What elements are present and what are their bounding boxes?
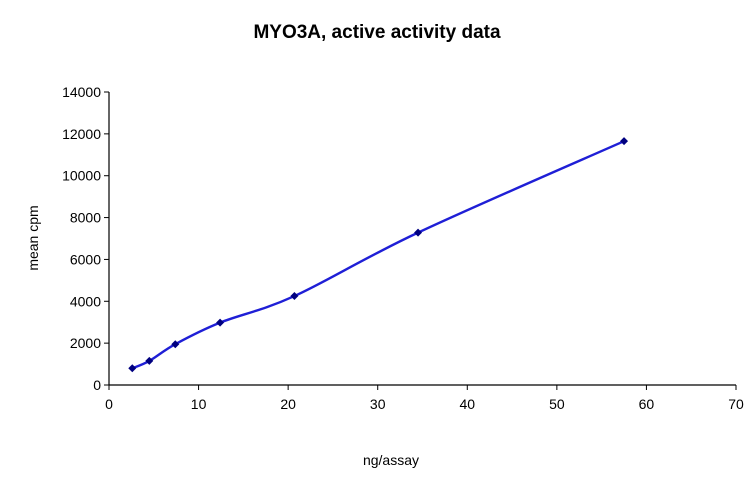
plot-area (128, 137, 629, 373)
y-tick-label: 0 (93, 377, 101, 393)
x-tick-label: 60 (639, 396, 655, 412)
y-tick-label: 14000 (62, 84, 101, 100)
x-tick-label: 20 (280, 396, 296, 412)
x-tick-label: 10 (191, 396, 207, 412)
x-tick-label: 30 (370, 396, 386, 412)
x-axis-label: ng/assay (363, 452, 419, 468)
data-point (128, 364, 137, 373)
x-axis: 0 10 20 30 40 50 60 70 (105, 384, 744, 412)
data-point (414, 228, 423, 237)
y-tick-label: 8000 (70, 210, 101, 226)
data-point (290, 292, 299, 301)
y-tick-label: 2000 (70, 335, 101, 351)
x-tick-label: 70 (728, 396, 744, 412)
y-tick-label: 12000 (62, 126, 101, 142)
data-point (216, 318, 225, 327)
y-tick-label: 6000 (70, 251, 101, 267)
y-axis: 0 2000 4000 6000 8000 10000 12000 14000 (62, 84, 110, 393)
y-tick-label: 4000 (70, 293, 101, 309)
x-tick-label: 50 (549, 396, 565, 412)
y-tick-label: 10000 (62, 168, 101, 184)
data-point (620, 137, 629, 146)
data-point (171, 340, 180, 349)
series-line (131, 140, 625, 370)
chart-title: MYO3A, active activity data (253, 22, 501, 43)
y-axis-label: mean cpm (25, 205, 41, 270)
x-tick-label: 0 (105, 396, 113, 412)
data-point (145, 356, 154, 365)
x-tick-label: 40 (459, 396, 475, 412)
